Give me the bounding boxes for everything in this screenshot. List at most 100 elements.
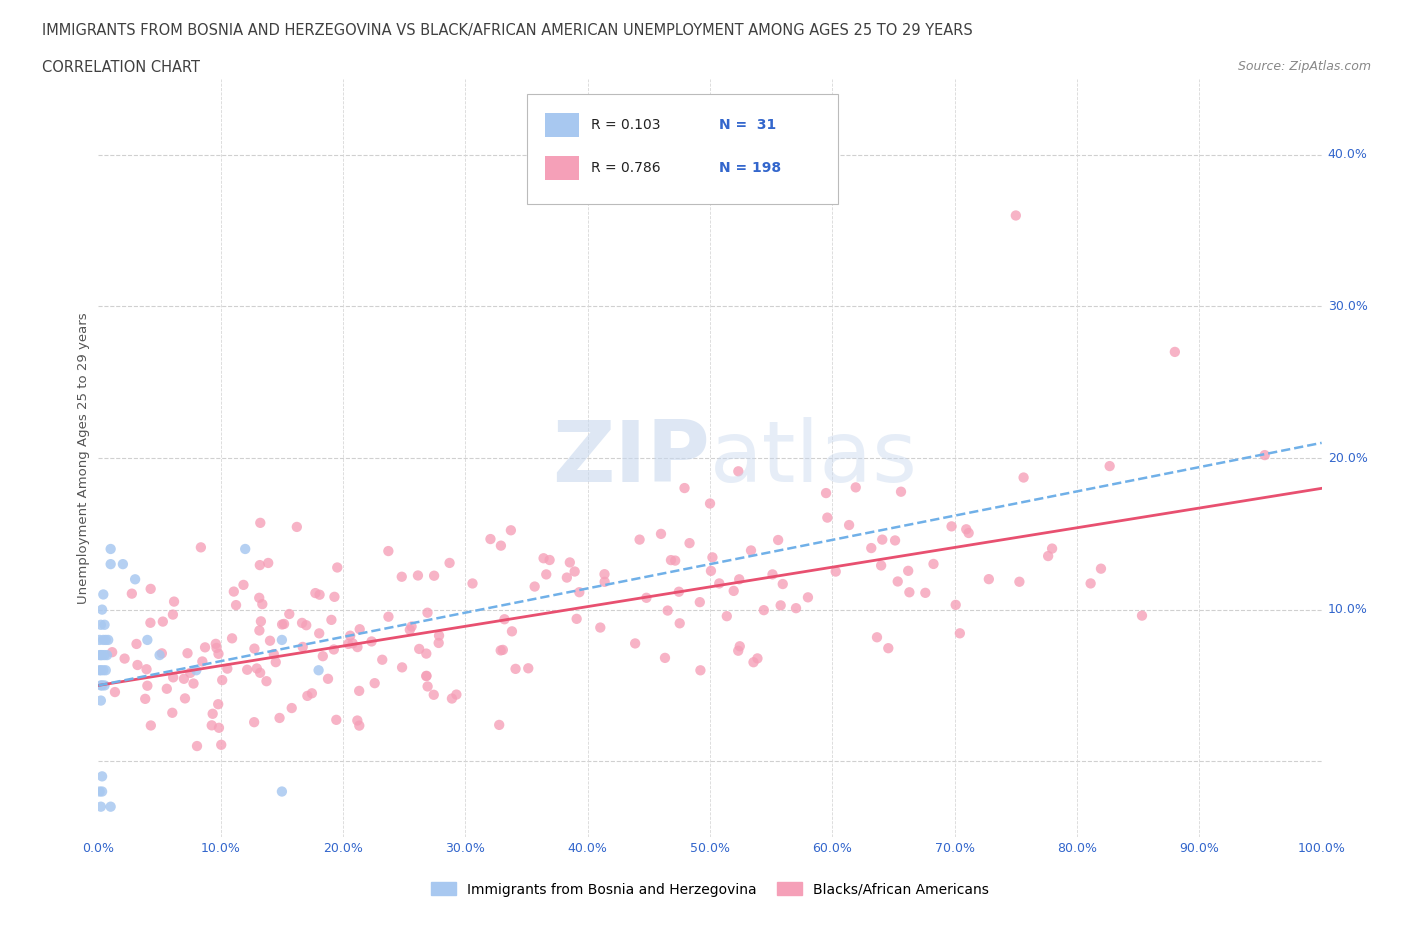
Point — [291, 640, 314, 655]
Point — [90, 678, 112, 693]
Point — [740, 543, 762, 558]
Point — [423, 568, 446, 583]
Point — [636, 591, 658, 605]
Point — [505, 661, 527, 676]
Point — [1164, 344, 1187, 359]
Point — [250, 614, 273, 629]
Point — [870, 558, 893, 573]
Point — [121, 586, 143, 601]
Point — [139, 718, 162, 733]
Point — [538, 552, 561, 567]
Point — [416, 679, 439, 694]
Point — [91, 632, 114, 647]
Point — [243, 641, 266, 656]
Point — [565, 611, 588, 626]
Point — [139, 581, 162, 596]
Point — [179, 665, 201, 680]
Point — [371, 652, 394, 667]
FancyBboxPatch shape — [546, 113, 579, 138]
Text: IMMIGRANTS FROM BOSNIA AND HERZEGOVINA VS BLACK/AFRICAN AMERICAN UNEMPLOYMENT AM: IMMIGRANTS FROM BOSNIA AND HERZEGOVINA V… — [42, 23, 973, 38]
Point — [664, 553, 686, 568]
Point — [93, 678, 115, 693]
Point — [568, 585, 591, 600]
Point — [501, 624, 523, 639]
Point — [398, 622, 420, 637]
Point — [225, 598, 247, 613]
Point — [877, 641, 900, 656]
Legend: Immigrants from Bosnia and Herzegovina, Blacks/African Americans: Immigrants from Bosnia and Herzegovina, … — [425, 877, 995, 902]
Point — [785, 601, 807, 616]
Point — [772, 577, 794, 591]
Point — [162, 607, 184, 622]
Point — [423, 687, 446, 702]
Point — [89, 647, 111, 662]
Point — [914, 585, 936, 600]
Point — [301, 685, 323, 700]
Point — [440, 691, 463, 706]
Point — [1012, 470, 1035, 485]
Point — [91, 603, 114, 618]
Point — [752, 603, 775, 618]
Text: 10.0%: 10.0% — [1327, 604, 1368, 616]
Point — [114, 651, 136, 666]
Point — [797, 590, 820, 604]
Point — [659, 552, 682, 567]
Point — [264, 655, 287, 670]
Point — [249, 558, 271, 573]
Point — [723, 583, 745, 598]
Point — [93, 618, 115, 632]
Point — [657, 604, 679, 618]
Point — [890, 485, 912, 499]
Point — [326, 560, 349, 575]
Point — [870, 532, 893, 547]
Point — [139, 616, 162, 631]
Point — [91, 769, 114, 784]
Point — [316, 671, 339, 686]
Point — [94, 632, 117, 647]
Point — [259, 633, 281, 648]
Point — [699, 496, 721, 511]
Point — [201, 718, 224, 733]
Point — [190, 540, 212, 555]
Point — [668, 584, 690, 599]
Y-axis label: Unemployment Among Ages 25 to 29 years: Unemployment Among Ages 25 to 29 years — [77, 312, 90, 604]
Point — [678, 536, 700, 551]
Point — [488, 717, 510, 732]
Point — [263, 646, 285, 661]
Point — [716, 609, 738, 624]
Text: 20.0%: 20.0% — [1327, 452, 1368, 464]
Point — [492, 643, 515, 658]
Point — [297, 688, 319, 703]
Text: 30.0%: 30.0% — [1327, 300, 1368, 312]
Point — [176, 645, 198, 660]
Point — [536, 567, 558, 582]
Point — [747, 651, 769, 666]
Point — [346, 713, 368, 728]
Point — [769, 598, 792, 613]
Point — [415, 669, 437, 684]
Point — [363, 676, 385, 691]
Point — [249, 515, 271, 530]
Point — [347, 684, 370, 698]
Point — [523, 579, 546, 594]
Point — [415, 669, 437, 684]
Point — [257, 555, 280, 570]
Point — [824, 565, 846, 579]
Point — [1098, 458, 1121, 473]
Point — [1254, 447, 1277, 462]
Point — [208, 721, 231, 736]
Text: N =  31: N = 31 — [718, 118, 776, 132]
Point — [312, 649, 335, 664]
Text: R = 0.786: R = 0.786 — [592, 161, 661, 175]
Text: 40.0%: 40.0% — [1327, 149, 1368, 161]
Point — [207, 646, 229, 661]
Point — [349, 718, 371, 733]
Point — [323, 590, 346, 604]
Point — [815, 511, 838, 525]
Point — [308, 587, 330, 602]
Point — [163, 594, 186, 609]
Point — [304, 586, 326, 601]
Point — [360, 634, 382, 649]
Text: CORRELATION CHART: CORRELATION CHART — [42, 60, 200, 75]
Point — [321, 613, 343, 628]
